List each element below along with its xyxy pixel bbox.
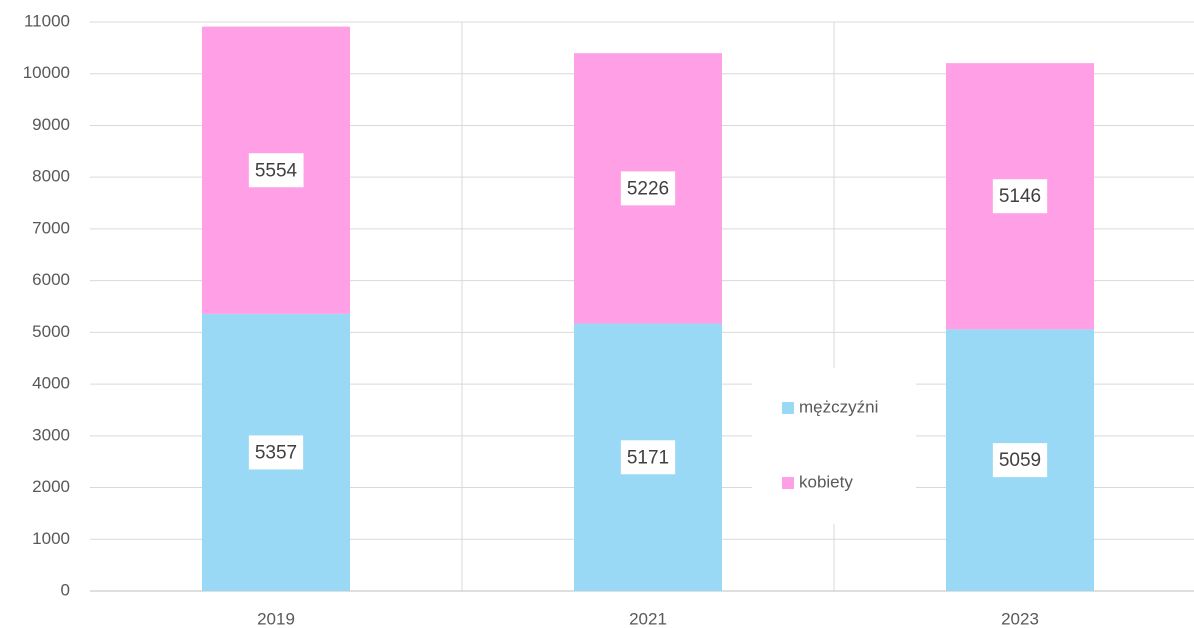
y-tick-label: 5000 [32, 322, 70, 341]
data-label: 5554 [248, 153, 304, 188]
y-tick-label: 4000 [32, 374, 70, 393]
legend-box [752, 368, 916, 524]
y-tick-label: 10000 [23, 63, 70, 82]
data-label: 5146 [992, 179, 1048, 214]
data-label-box [620, 171, 676, 206]
data-label: 5357 [248, 435, 304, 470]
x-tick-label: 2019 [257, 609, 295, 628]
data-label-text: 5226 [627, 178, 669, 199]
data-label: 5171 [620, 440, 676, 475]
y-tick-label: 6000 [32, 270, 70, 289]
data-label: 5059 [992, 443, 1048, 478]
x-tick-label: 2021 [629, 609, 667, 628]
y-tick-label: 11000 [24, 11, 70, 30]
data-label-box [620, 440, 676, 475]
legend-label: kobiety [799, 472, 853, 491]
data-label-box [248, 153, 304, 188]
data-label-box [248, 435, 304, 470]
x-tick-label: 2023 [1001, 609, 1039, 628]
data-label-text: 5146 [999, 186, 1041, 207]
y-tick-label: 1000 [32, 529, 70, 548]
legend-swatch [782, 477, 794, 489]
data-label-text: 5059 [999, 450, 1041, 471]
y-tick-label: 2000 [32, 477, 70, 496]
y-tick-label: 7000 [32, 218, 70, 237]
legend: mężczyźni kobiety [752, 368, 916, 524]
legend-swatch [782, 402, 794, 414]
data-label: 5226 [620, 171, 676, 206]
data-label-text: 5357 [255, 442, 297, 463]
data-label-text: 5554 [255, 160, 298, 181]
y-tick-label: 3000 [32, 425, 70, 444]
data-label-box [992, 179, 1048, 214]
y-tick-label: 9000 [32, 115, 70, 134]
legend-label: mężczyźni [799, 397, 878, 416]
data-label-text: 5171 [627, 447, 669, 468]
y-tick-label: 0 [61, 580, 70, 599]
y-tick-label: 8000 [32, 167, 70, 186]
data-label-box [992, 443, 1048, 478]
